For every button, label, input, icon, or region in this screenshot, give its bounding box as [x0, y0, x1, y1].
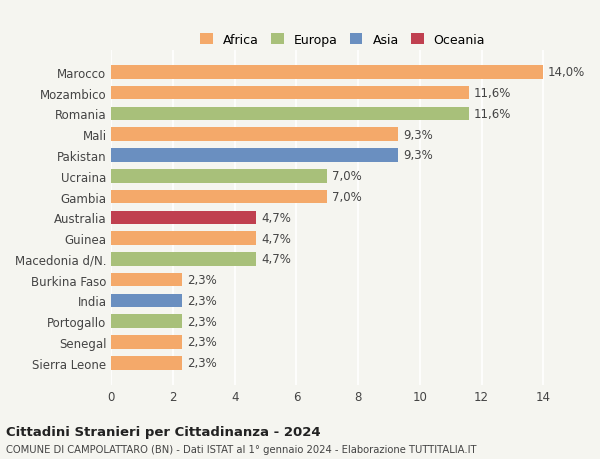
- Text: 9,3%: 9,3%: [403, 149, 433, 162]
- Bar: [112, 211, 256, 224]
- Bar: [112, 66, 543, 79]
- Bar: [112, 356, 182, 369]
- Bar: [112, 336, 182, 349]
- Bar: [112, 107, 469, 121]
- Text: 2,3%: 2,3%: [187, 357, 217, 369]
- Bar: [112, 232, 256, 245]
- Bar: [112, 315, 182, 328]
- Text: 4,7%: 4,7%: [261, 211, 291, 224]
- Text: Cittadini Stranieri per Cittadinanza - 2024: Cittadini Stranieri per Cittadinanza - 2…: [6, 425, 320, 438]
- Bar: [112, 273, 182, 287]
- Bar: [112, 294, 182, 308]
- Text: 4,7%: 4,7%: [261, 232, 291, 245]
- Bar: [112, 190, 328, 204]
- Text: 7,0%: 7,0%: [332, 170, 362, 183]
- Text: COMUNE DI CAMPOLATTARO (BN) - Dati ISTAT al 1° gennaio 2024 - Elaborazione TUTTI: COMUNE DI CAMPOLATTARO (BN) - Dati ISTAT…: [6, 444, 476, 454]
- Text: 2,3%: 2,3%: [187, 315, 217, 328]
- Text: 11,6%: 11,6%: [474, 108, 511, 121]
- Legend: Africa, Europa, Asia, Oceania: Africa, Europa, Asia, Oceania: [196, 30, 489, 51]
- Text: 11,6%: 11,6%: [474, 87, 511, 100]
- Bar: [112, 170, 328, 183]
- Text: 14,0%: 14,0%: [548, 66, 585, 79]
- Bar: [112, 128, 398, 142]
- Bar: [112, 252, 256, 266]
- Text: 4,7%: 4,7%: [261, 253, 291, 266]
- Text: 2,3%: 2,3%: [187, 274, 217, 286]
- Text: 2,3%: 2,3%: [187, 336, 217, 349]
- Bar: [112, 87, 469, 100]
- Text: 9,3%: 9,3%: [403, 129, 433, 141]
- Bar: [112, 149, 398, 162]
- Text: 2,3%: 2,3%: [187, 294, 217, 307]
- Text: 7,0%: 7,0%: [332, 190, 362, 204]
